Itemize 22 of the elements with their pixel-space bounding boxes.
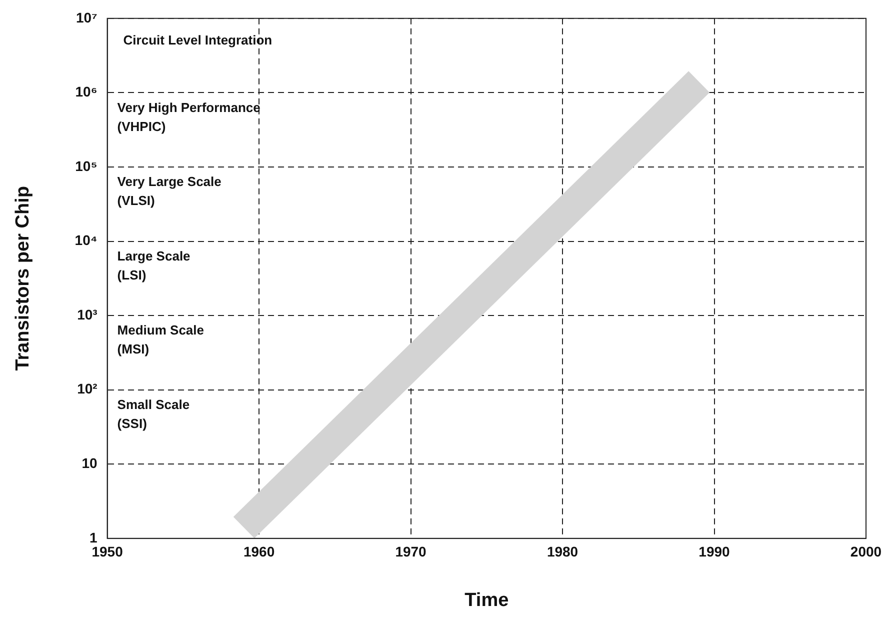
y-tick-label: 1: [90, 529, 98, 546]
y-tick-label: 10²: [77, 380, 98, 397]
x-tick-label: 1960: [243, 544, 275, 560]
y-axis-title: Transistors per Chip: [12, 186, 34, 371]
x-tick-label: 1980: [546, 544, 578, 560]
annotation: Very Large Scale (VLSI): [117, 174, 222, 208]
y-tick-label: 10⁵: [75, 158, 98, 174]
x-tick-label: 1990: [698, 544, 730, 560]
x-tick-label: 1950: [92, 544, 124, 560]
y-tick-label: 10: [82, 454, 98, 471]
y-tick-label: 10⁴: [74, 232, 98, 248]
annotation: Small Scale (SSI): [117, 396, 190, 431]
y-tick-label: 10⁶: [75, 84, 98, 100]
x-axis-title: Time: [464, 590, 509, 611]
annotation: Medium Scale (MSI): [117, 322, 204, 357]
y-tick-label: 10⁷: [76, 9, 98, 26]
y-tick-label: 10³: [77, 306, 98, 322]
x-tick-label: 1970: [395, 544, 427, 560]
annotation: Large Scale (LSI): [117, 248, 190, 282]
x-tick-label: 2000: [850, 544, 882, 560]
annotation: Circuit Level Integration: [123, 32, 272, 48]
annotation: Very High Performance (VHPIC): [117, 100, 260, 134]
